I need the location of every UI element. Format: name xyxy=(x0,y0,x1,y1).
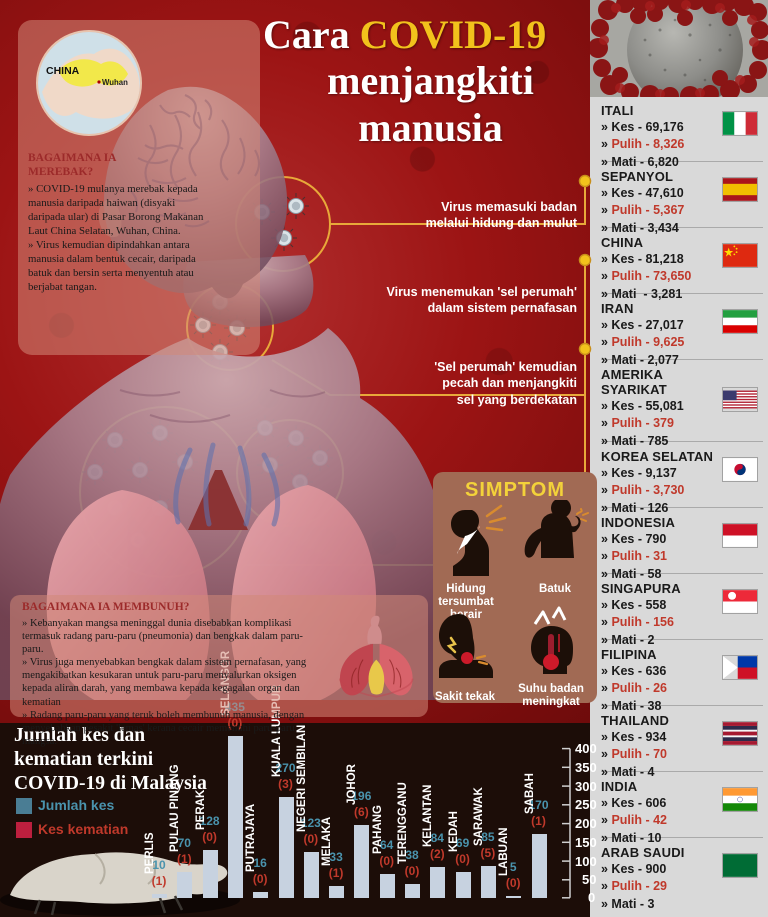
svg-text:350: 350 xyxy=(575,760,597,775)
svg-text:0: 0 xyxy=(588,890,595,905)
svg-text:200: 200 xyxy=(575,816,597,831)
svg-text:150: 150 xyxy=(575,835,597,850)
svg-text:250: 250 xyxy=(575,797,597,812)
svg-text:CHINA: CHINA xyxy=(46,65,80,77)
svg-text:300: 300 xyxy=(575,779,597,794)
svg-text:100: 100 xyxy=(575,854,597,869)
svg-text:50: 50 xyxy=(582,872,596,887)
svg-text:400: 400 xyxy=(575,741,597,756)
svg-text:Wuhan: Wuhan xyxy=(102,78,128,87)
